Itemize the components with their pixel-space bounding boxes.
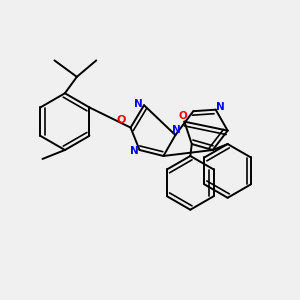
Text: O: O <box>117 115 126 125</box>
Text: O: O <box>178 111 187 121</box>
Text: N: N <box>134 99 143 109</box>
Text: N: N <box>130 146 139 157</box>
Text: N: N <box>172 125 181 135</box>
Text: N: N <box>216 102 225 112</box>
